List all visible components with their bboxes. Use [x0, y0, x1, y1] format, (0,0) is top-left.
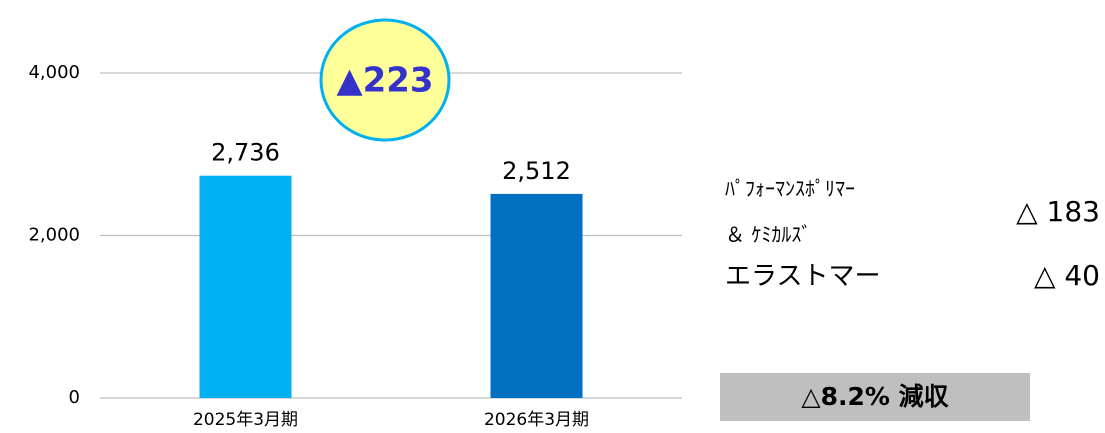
summary: △8.2% 減収 [801, 382, 949, 411]
breakdown-name: エラストマー [725, 262, 880, 292]
breakdown-change: △ 40 [1034, 259, 1100, 292]
x-tick-label: 2025年3月期 [193, 410, 298, 430]
y-tick-label: 2,000 [28, 225, 80, 246]
change-badge-bg [319, 18, 451, 142]
bar [199, 175, 292, 398]
value-label: 2,736 [211, 139, 280, 167]
bar [490, 193, 583, 398]
y-tick-label: 0 [69, 387, 80, 408]
value-label: 2,512 [502, 157, 571, 185]
x-tick-label: 2026年3月期 [484, 410, 589, 430]
change-badge: ▲223 [336, 61, 433, 101]
summary-box [720, 373, 1030, 421]
breakdown-name: ＆ ｹﾐｶﾙｽﾞ [725, 223, 811, 247]
breakdown-change: △ 183 [1016, 195, 1100, 228]
breakdown-name: ﾊﾟﾌｫｰﾏﾝｽﾎﾟﾘﾏｰ [725, 177, 855, 201]
y-tick-label: 4,000 [28, 62, 80, 83]
